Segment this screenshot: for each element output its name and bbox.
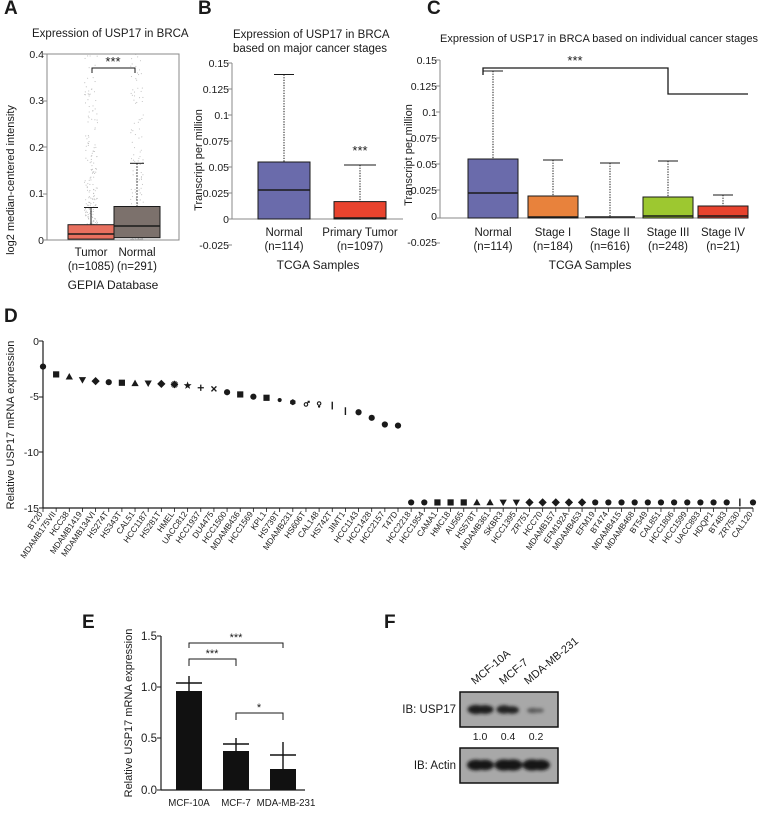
svg-text:0.15: 0.15: [417, 55, 438, 67]
svg-text:***: ***: [206, 648, 220, 660]
svg-text:***: ***: [352, 143, 367, 158]
svg-text:*: *: [257, 702, 262, 714]
svg-text:0: 0: [38, 235, 44, 247]
svg-text:(n=248): (n=248): [648, 241, 688, 253]
svg-text:(n=291): (n=291): [117, 261, 157, 273]
svg-text:MDA-MB-231: MDA-MB-231: [257, 798, 316, 809]
svg-text:0.1: 0.1: [422, 107, 437, 119]
svg-text:0.1: 0.1: [214, 110, 229, 122]
svg-text:(n=114): (n=114): [264, 241, 303, 253]
svg-text:-5: -5: [30, 391, 39, 403]
svg-text:0.05: 0.05: [209, 162, 230, 174]
svg-text:-0.025: -0.025: [199, 240, 229, 252]
svg-text:***: ***: [230, 632, 244, 644]
svg-text:0.05: 0.05: [417, 159, 438, 171]
svg-text:TCGA Samples: TCGA Samples: [277, 258, 360, 272]
svg-text:0.125: 0.125: [411, 81, 437, 93]
svg-text:0.2: 0.2: [529, 731, 544, 743]
svg-text:0.2: 0.2: [29, 142, 44, 154]
svg-text:0: 0: [223, 214, 229, 226]
svg-text:***: ***: [567, 53, 582, 68]
svg-text:Stage I: Stage I: [535, 227, 571, 239]
svg-text:Stage IV: Stage IV: [701, 227, 745, 239]
svg-text:Transcript per million: Transcript per million: [193, 109, 205, 211]
svg-text:IB: Actin: IB: Actin: [414, 760, 456, 772]
svg-text:Primary Tumor: Primary Tumor: [322, 227, 398, 239]
svg-text:0: 0: [33, 336, 39, 348]
svg-text:Relative USP17 mRNA expression: Relative USP17 mRNA expression: [123, 629, 135, 798]
svg-text:Stage II: Stage II: [590, 227, 630, 239]
svg-text:MCF-10A: MCF-10A: [168, 798, 210, 809]
svg-text:(n=1097): (n=1097): [337, 241, 384, 253]
svg-text:0.1: 0.1: [29, 188, 44, 200]
svg-text:0.4: 0.4: [29, 49, 44, 61]
svg-text:0.075: 0.075: [203, 136, 229, 148]
svg-text:-0.025: -0.025: [407, 237, 437, 249]
svg-text:TCGA Samples: TCGA Samples: [549, 258, 632, 272]
svg-text:MDA-MB-231: MDA-MB-231: [522, 635, 581, 687]
svg-text:1.5: 1.5: [141, 631, 157, 643]
svg-text:Relative USP17 mRNA expression: Relative USP17 mRNA expression: [5, 341, 17, 510]
svg-text:0.025: 0.025: [203, 188, 229, 200]
svg-text:Normal: Normal: [265, 227, 302, 239]
svg-text:0.3: 0.3: [29, 95, 44, 107]
svg-text:(n=114): (n=114): [473, 241, 512, 253]
svg-text:GEPIA Database: GEPIA Database: [68, 278, 159, 292]
svg-text:Tumor: Tumor: [75, 247, 108, 259]
svg-text:Transcript per million: Transcript per million: [403, 104, 415, 206]
svg-text:(n=1085): (n=1085): [68, 261, 115, 273]
svg-text:0: 0: [431, 211, 437, 223]
svg-text:0.125: 0.125: [203, 84, 229, 96]
svg-text:0.4: 0.4: [501, 731, 516, 743]
svg-text:Normal: Normal: [474, 227, 511, 239]
svg-text:Stage III: Stage III: [647, 227, 690, 239]
svg-text:Normal: Normal: [118, 247, 155, 259]
svg-text:1.0: 1.0: [473, 731, 488, 743]
svg-text:MCF-7: MCF-7: [221, 798, 251, 809]
svg-text:(n=184): (n=184): [533, 241, 573, 253]
svg-text:IB: USP17: IB: USP17: [402, 704, 456, 716]
svg-text:***: ***: [105, 54, 120, 69]
svg-text:0.5: 0.5: [141, 733, 157, 745]
svg-text:log2 median-centered intensity: log2 median-centered intensity: [5, 105, 17, 255]
svg-text:0.0: 0.0: [141, 785, 157, 797]
svg-text:(n=21): (n=21): [706, 241, 740, 253]
svg-text:1.0: 1.0: [141, 682, 157, 694]
svg-text:(n=616): (n=616): [590, 241, 630, 253]
svg-text:0.15: 0.15: [209, 58, 230, 70]
svg-text:-10: -10: [24, 447, 39, 459]
